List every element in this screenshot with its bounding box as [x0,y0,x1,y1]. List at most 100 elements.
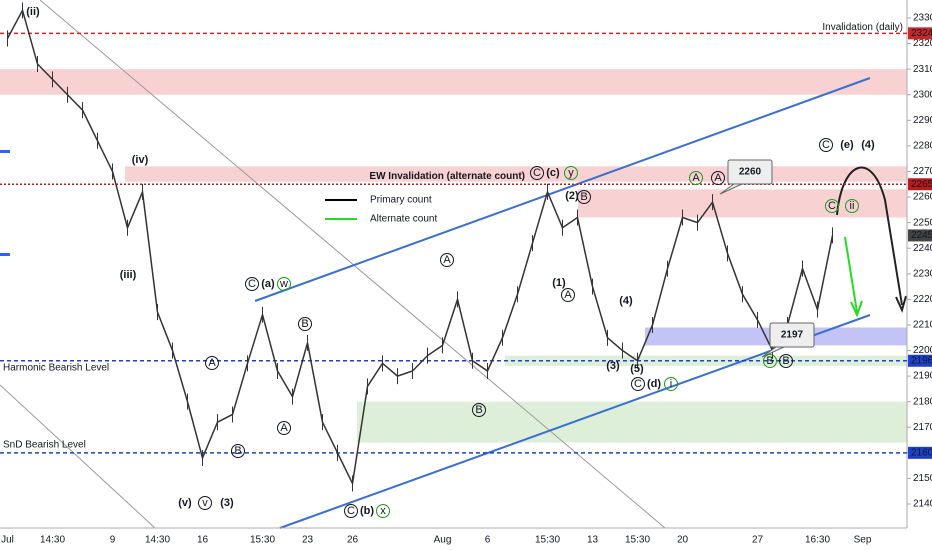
annotation: A [692,172,700,184]
level-label: SnD Bearish Level [3,439,86,450]
trend-line [0,384,156,529]
x-tick-label: Sep [854,535,872,546]
annotation: (c) [546,167,560,179]
y-tick-label: 2260 [913,192,932,203]
annotation-circle [198,496,212,510]
price-tag-label: 2245 [911,230,932,241]
annotation-circle [277,277,291,291]
annotation-circle [298,317,312,331]
alternate-arrow [844,236,858,313]
marker [0,253,10,256]
x-tick-label: 23 [302,535,314,546]
annotation: (3) [220,497,234,509]
x-tick-label: 20 [677,535,689,546]
annotation-circle [779,354,793,368]
y-tick-label: 2220 [913,294,932,305]
callout [727,159,773,185]
x-tick-label: 15:30 [535,535,560,546]
annotation: C [347,505,355,517]
annotation: B [301,318,308,330]
annotation-circle [344,504,358,518]
annotation-circle [845,199,859,213]
x-tick-label: 6 [485,535,491,546]
x-tick-label: 15:30 [250,535,275,546]
y-tick-label: 2280 [913,141,932,152]
trend-line [39,0,666,529]
annotation-circle [376,504,390,518]
annotation: (4) [619,295,633,307]
y-tick-label: 2140 [913,499,932,510]
price-tag [908,178,932,191]
price-tag [908,229,932,242]
callout-pointer [719,183,743,195]
annotation: A [208,357,216,369]
annotation-circle [245,277,259,291]
x-tick-label: 16 [197,535,209,546]
x-tick-label: 13 [587,535,599,546]
price-tag-label: 2324 [911,28,932,39]
annotation: A [564,289,572,301]
annotation: B [580,191,587,203]
callout-label: 2260 [739,167,762,178]
marker [0,150,10,153]
y-tick-label: 2240 [913,243,932,254]
zones [0,69,907,443]
annotation: i [670,378,672,390]
x-tick-label: 14:30 [40,535,65,546]
annotation-circle [819,138,833,152]
annotation: C [828,200,836,212]
price-tag-label: 2196 [911,355,932,366]
annotation: B [475,404,482,416]
zone [505,355,907,366]
price-tag-label: 2265 [911,179,932,190]
level-label: Harmonic Bearish Level [3,362,109,373]
annotation: (iv) [132,154,149,166]
x-tick-label: Aug [434,535,452,546]
annotation-circle [440,253,454,267]
annotation: (d) [647,378,661,390]
y-tick-label: 2300 [913,89,932,100]
annotation: (iii) [120,269,137,281]
x-tick-label: 9 [110,535,116,546]
y-tick-label: 2200 [913,345,932,356]
annotation: (a) [261,278,275,290]
annotation: C [533,167,541,179]
annotation-circle [231,444,245,458]
price-tag [908,27,932,40]
annotation: (3) [606,360,620,372]
price-line [6,8,834,487]
level-label: Invalidation (daily) [822,22,903,33]
annotation: (1) [552,277,566,289]
annotation-circle [205,356,219,370]
price-tag-label: 2160 [911,447,932,458]
y-tick-label: 2150 [913,473,932,484]
annotation: v [202,497,208,509]
y-tick-label: 2210 [913,320,932,331]
legend-label: Primary count [370,195,432,206]
y-tick-label: 2320 [913,38,932,49]
callout-label: 2197 [781,330,804,341]
zone [0,69,907,95]
legend-label: Alternate count [370,214,437,225]
annotation: B [234,445,241,457]
x-tick-label: 16:30 [805,535,830,546]
x-tick-label: 27 [752,535,764,546]
y-tick-label: 2310 [913,64,932,75]
level-label: EW Invalidation (alternate count) [369,171,525,182]
annotation: (e) [840,139,854,151]
x-tick-label: 15:30 [625,535,650,546]
annotation-circle [472,403,486,417]
annotation: x [380,505,386,517]
annotation: (ii) [26,6,40,18]
annotation: C [248,278,256,290]
x-tick-label: 26 [347,535,359,546]
zone [357,401,907,443]
arrow-head [850,300,863,318]
y-tick-label: 2170 [913,422,932,433]
annotation: (b) [360,505,374,517]
x-tick-label: 14:30 [145,535,170,546]
annotation-circle [763,354,777,368]
y-tick-label: 2250 [913,217,932,228]
annotation: y [568,167,574,179]
